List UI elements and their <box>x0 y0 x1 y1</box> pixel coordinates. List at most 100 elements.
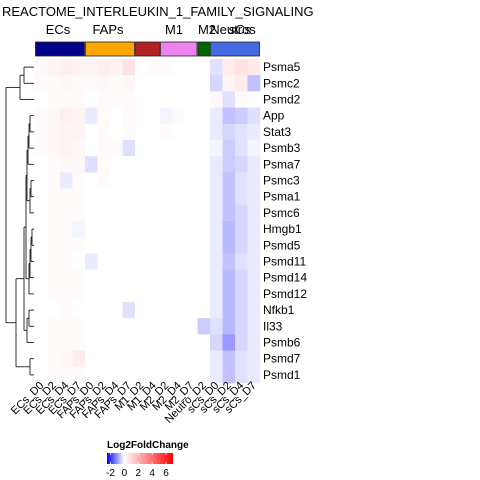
heatmap-cell <box>122 253 136 270</box>
heatmap-cell <box>172 75 186 92</box>
heatmap-cell <box>147 334 161 351</box>
heatmap-cell <box>122 237 136 254</box>
heatmap-cell <box>135 366 148 384</box>
heatmap-cell <box>135 350 148 368</box>
group-bar-scs <box>210 41 260 57</box>
heatmap-cell <box>110 366 123 384</box>
heatmap-cell <box>197 253 211 270</box>
heatmap-cell <box>160 188 173 206</box>
heatmap-cell <box>160 269 173 287</box>
heatmap-cell <box>35 188 48 206</box>
heatmap-cell <box>97 123 111 141</box>
heatmap-cell <box>160 123 173 141</box>
heatmap-cell <box>60 285 73 303</box>
heatmap-cell <box>222 59 236 76</box>
heatmap-cell <box>47 204 61 222</box>
heatmap-cell <box>135 269 148 287</box>
heatmap-cell <box>247 350 261 368</box>
heatmap-cell <box>110 204 123 222</box>
heatmap-cell <box>185 285 198 303</box>
heatmap-cell <box>35 221 48 238</box>
heatmap-cell <box>85 350 98 368</box>
heatmap-cell <box>185 172 198 189</box>
heatmap-cell <box>235 156 248 173</box>
heatmap-cell <box>35 123 48 141</box>
heatmap-cell <box>47 221 61 238</box>
heatmap-cell <box>60 237 73 254</box>
heatmap-cell <box>172 285 186 303</box>
heatmap-cell <box>160 91 173 108</box>
heatmap-cell <box>185 318 198 335</box>
heatmap-cell <box>72 75 86 92</box>
heatmap-cell <box>110 172 123 189</box>
heatmap-cell <box>172 221 186 238</box>
heatmap-cell <box>172 172 186 189</box>
row-label: Psma1 <box>263 190 301 204</box>
heatmap-cell <box>210 253 223 270</box>
heatmap-cell <box>185 140 198 157</box>
heatmap-cell <box>35 366 48 384</box>
group-bar-ecs <box>35 41 85 57</box>
heatmap-cell <box>197 107 211 125</box>
heatmap-cell <box>97 302 111 319</box>
row-label: Psmd1 <box>263 368 301 382</box>
heatmap-cell <box>172 59 186 76</box>
heatmap-cell <box>110 237 123 254</box>
heatmap-cell <box>135 285 148 303</box>
heatmap-cell <box>110 318 123 335</box>
heatmap-cell <box>210 318 223 335</box>
heatmap-cell <box>235 237 248 254</box>
heatmap-cell <box>160 237 173 254</box>
heatmap-cell <box>97 107 111 125</box>
heatmap-cell <box>135 188 148 206</box>
heatmap-cell <box>72 140 86 157</box>
heatmap-cell <box>35 156 48 173</box>
group-bar-neutros <box>197 41 210 57</box>
heatmap-cell <box>160 221 173 238</box>
heatmap-cell <box>210 140 223 157</box>
heatmap-cell <box>222 156 236 173</box>
heatmap-cell <box>122 123 136 141</box>
heatmap-cell <box>110 59 123 76</box>
heatmap-cell <box>210 269 223 287</box>
heatmap-cell <box>47 302 61 319</box>
heatmap-cell <box>97 253 111 270</box>
heatmap-cell <box>97 204 111 222</box>
heatmap-cell <box>147 140 161 157</box>
row-label: App <box>263 109 285 123</box>
heatmap-cell <box>122 221 136 238</box>
heatmap-cell <box>222 366 236 384</box>
heatmap-cell <box>97 269 111 287</box>
heatmap-cell <box>197 172 211 189</box>
row-label: Psmc6 <box>263 206 300 220</box>
heatmap-cell <box>160 59 173 76</box>
heatmap-cell <box>247 302 261 319</box>
heatmap-cell <box>147 366 161 384</box>
heatmap-cell <box>222 140 236 157</box>
row-labels: Psma5 Psmc2 Psmd2 App Stat3 Psmb3 Psma7 Psmc3 Ps… <box>263 60 307 382</box>
heatmap-cell <box>235 107 248 125</box>
heatmap-cell <box>135 334 148 351</box>
group-label: sCs <box>229 22 252 37</box>
heatmap-cell <box>147 237 161 254</box>
chart-title: REACTOME_INTERLEUKIN_1_FAMILY_SIGNALING <box>2 4 314 19</box>
heatmap-cell <box>35 59 48 76</box>
color-legend: Log2FoldChange -2 0 2 4 6 <box>106 440 189 479</box>
heatmap-cell <box>160 285 173 303</box>
heatmap-cell <box>247 334 261 351</box>
row-label: Psmc2 <box>263 76 300 90</box>
heatmap-cell <box>247 75 261 92</box>
heatmap-cell <box>47 188 61 206</box>
heatmap-cell <box>72 91 86 108</box>
heatmap-cell <box>235 269 248 287</box>
legend-tick-label: 0 <box>122 468 128 479</box>
heatmap-cell <box>122 350 136 368</box>
heatmap-cell <box>110 221 123 238</box>
heatmap-cell <box>185 123 198 141</box>
row-label: Psmc3 <box>263 174 300 188</box>
heatmap-cell <box>210 156 223 173</box>
heatmap-cell <box>60 302 73 319</box>
heatmap-cell <box>135 237 148 254</box>
heatmap-cell <box>35 140 48 157</box>
